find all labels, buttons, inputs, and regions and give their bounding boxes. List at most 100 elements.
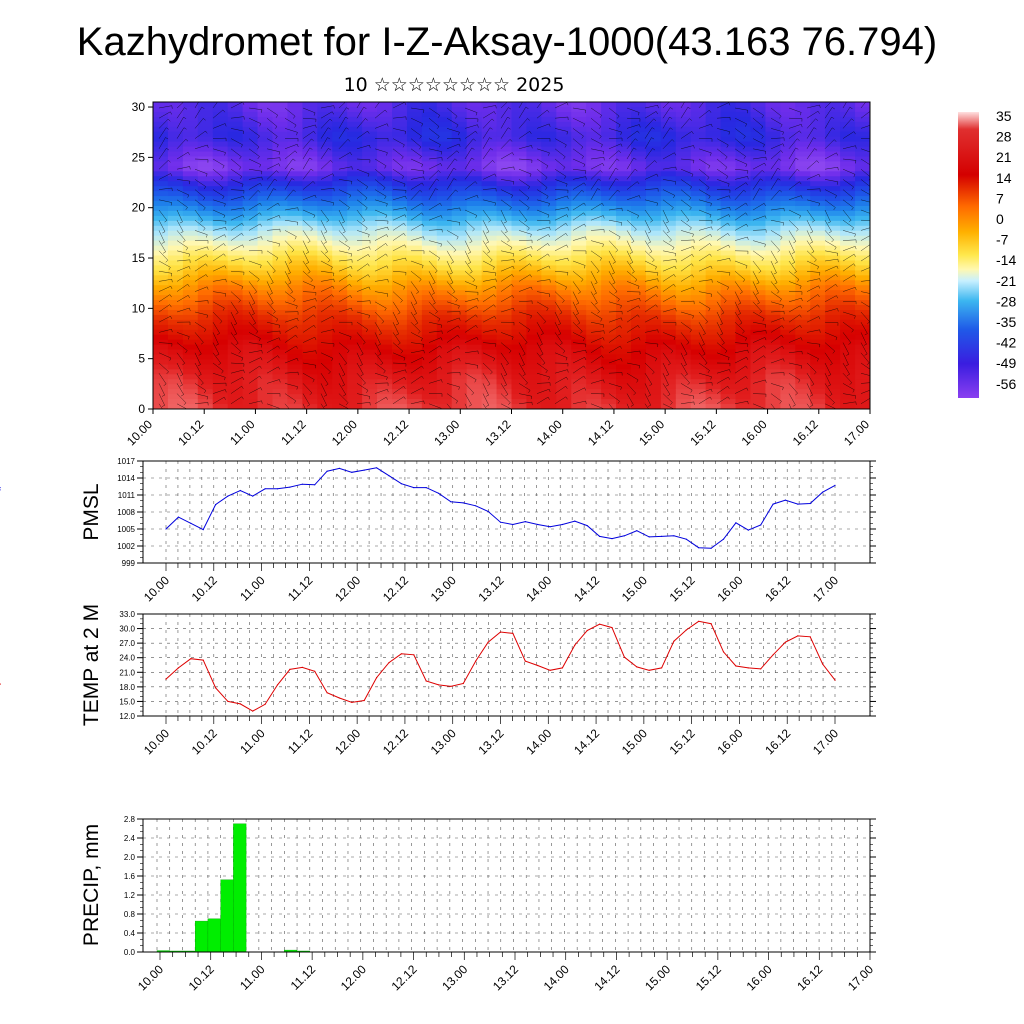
wind-barb [734, 223, 749, 231]
wind-barb [482, 393, 490, 407]
wind-barb [842, 332, 852, 345]
heatmap-cell [526, 121, 542, 128]
heatmap-cell [153, 225, 169, 232]
wind-barb [680, 274, 694, 282]
wind-barb [446, 240, 457, 253]
heatmap-cell [257, 275, 274, 281]
wind-barb [446, 345, 460, 354]
heatmap-cell [526, 265, 542, 271]
heatmap-cell [257, 404, 274, 409]
wind-barb [734, 138, 746, 150]
heatmap-cell [421, 305, 438, 311]
heatmap-cell [302, 319, 318, 326]
heatmap-cell [317, 121, 333, 128]
wind-barb [518, 145, 533, 150]
heatmap-cell [466, 171, 483, 177]
heatmap-cell [496, 235, 513, 242]
heatmap-cell [481, 275, 498, 281]
heatmap-cell [272, 136, 289, 143]
heatmap-cell [541, 354, 557, 361]
heatmap-cell [436, 334, 453, 341]
heatmap-cell [257, 225, 274, 232]
wind-barb [284, 371, 299, 376]
heatmap-cell [436, 280, 453, 286]
heatmap-cell [705, 191, 722, 197]
heatmap-cell [645, 309, 662, 316]
heatmap-cell [153, 196, 169, 202]
heatmap-cell [406, 220, 423, 227]
heatmap-cell [586, 305, 602, 311]
precip-bar [194, 920, 209, 953]
heatmap-cell [571, 359, 587, 366]
wind-barb [662, 362, 670, 377]
heatmap-cell [496, 250, 513, 257]
wind-barb [752, 366, 767, 374]
heatmap-cell [705, 285, 722, 291]
heatmap-cell [182, 161, 199, 167]
wind-barb [320, 294, 334, 303]
wind-barb [428, 163, 443, 170]
heatmap-cell [392, 300, 408, 306]
heatmap-cell [840, 106, 856, 113]
heatmap-cell [571, 384, 587, 390]
heatmap-cell [586, 374, 602, 380]
wind-barb [626, 124, 641, 129]
data-point [413, 654, 415, 656]
wind-barb [626, 314, 640, 323]
heatmap-cell [392, 141, 408, 148]
heatmap-cell [511, 161, 528, 167]
wind-barb [464, 124, 479, 129]
heatmap-cell [720, 102, 737, 108]
y-tick-label: 1008 [117, 508, 135, 517]
wind-barb [392, 189, 407, 194]
wind-barb [302, 209, 316, 219]
heatmap-cell [496, 295, 513, 301]
heatmap-cell [855, 215, 870, 222]
heatmap-cell [735, 379, 752, 385]
heatmap-cell [362, 339, 378, 346]
heatmap-cell [705, 270, 722, 276]
heatmap-cell [840, 334, 856, 341]
heatmap-cell [810, 230, 826, 237]
wind-barb [590, 107, 603, 118]
wind-barb [212, 209, 226, 219]
wind-barb [842, 131, 856, 139]
heatmap-cell [511, 210, 528, 217]
heatmap-cell [392, 255, 408, 262]
heatmap-cell [451, 146, 468, 153]
heatmap-cell [377, 111, 393, 118]
heatmap-cell [855, 181, 870, 187]
wind-barb [770, 189, 782, 200]
wind-barb [842, 230, 856, 237]
wind-barb [374, 148, 388, 156]
y-tick-label: 1002 [117, 542, 135, 551]
heatmap-cell [511, 102, 528, 108]
heatmap-cell [616, 121, 632, 128]
heatmap-cell [735, 374, 752, 380]
heatmap-cell [765, 210, 781, 217]
wind-barb [644, 137, 655, 149]
heatmap-cell [825, 245, 841, 252]
heatmap-cell [690, 285, 707, 291]
wind-barb [770, 393, 782, 404]
heatmap-cell [257, 339, 274, 346]
heatmap-cell [825, 295, 841, 301]
heatmap-cell [466, 151, 483, 158]
wind-barb [554, 352, 568, 361]
heatmap-cell [705, 319, 722, 326]
wind-barb [590, 366, 605, 374]
heatmap-cell [735, 176, 752, 182]
heatmap-cell [840, 324, 856, 331]
wind-barb [518, 321, 531, 333]
heatmap-cell [586, 141, 602, 148]
heatmap-cell [392, 181, 408, 187]
heatmap-cell [436, 171, 453, 177]
wind-barb [428, 118, 440, 129]
wind-barb [464, 181, 478, 190]
wind-barb [518, 230, 532, 238]
heatmap-cell [660, 379, 677, 385]
heatmap-cell [690, 230, 707, 237]
heatmap-cell [541, 141, 557, 148]
wind-barb [806, 342, 821, 348]
heatmap-cell [526, 250, 542, 257]
